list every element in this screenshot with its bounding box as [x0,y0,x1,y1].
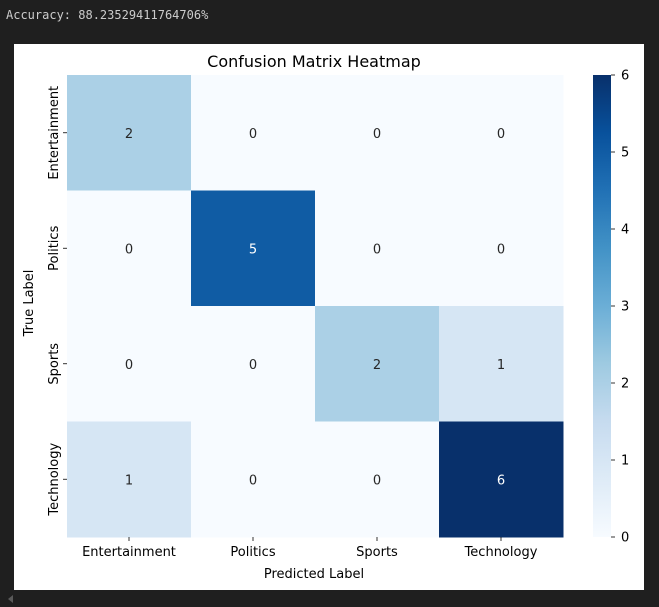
x-tick-label: Entertainment [82,545,176,560]
chart-title: Confusion Matrix Heatmap [207,52,421,71]
cell-annotation: 0 [373,473,381,488]
cell-annotation: 0 [249,358,257,373]
colorbar [593,75,611,537]
y-tick-label: Politics [47,225,62,270]
heatmap-cell [67,306,192,422]
heatmap-cell [439,75,564,191]
heatmap-cell [191,190,316,307]
cell-annotation: 0 [373,127,381,142]
heatmap-cell [191,75,316,191]
cell-annotation: 0 [497,242,505,257]
x-tick-label: Technology [464,545,538,560]
heatmap-cell [67,75,192,191]
heatmap-cell [191,306,316,422]
colorbar-tick-label: 2 [621,377,629,392]
x-axis: Entertainment Politics Sports Technology [82,537,538,560]
heatmap-cell [315,421,440,538]
colorbar-tick-label: 4 [621,223,629,238]
colorbar-axis: 0 1 2 3 4 5 6 [611,69,629,546]
cell-annotation: 5 [249,242,257,257]
cell-annotation: 1 [125,473,133,488]
cell-annotation: 0 [249,473,257,488]
heatmap-cell [67,190,192,307]
cell-annotation: 2 [125,127,133,142]
chevron-left-icon[interactable] [8,595,13,603]
heatmap-cell [67,421,192,538]
cell-annotation: 0 [125,242,133,257]
colorbar-tick-label: 0 [621,531,629,546]
y-tick-label: Technology [47,443,62,517]
y-axis-label: True Label [22,270,37,338]
cell-annotation: 6 [497,473,505,488]
cell-annotation: 0 [373,242,381,257]
x-axis-label: Predicted Label [264,567,364,582]
cell-annotation: 0 [497,127,505,142]
heatmap-cell [439,190,564,307]
horizontal-scrollbar[interactable] [0,592,659,607]
cell-annotation: 0 [249,127,257,142]
colorbar-tick-label: 1 [621,454,629,469]
y-tick-label: Entertainment [47,86,62,180]
heatmap-cell [439,421,564,538]
cell-annotation: 2 [373,358,381,373]
y-tick-label: Sports [47,343,62,385]
cell-annotation: 0 [125,358,133,373]
heatmap-cell [439,306,564,422]
heatmap-cell [315,75,440,191]
x-tick-label: Politics [230,545,275,560]
x-tick-label: Sports [356,545,398,560]
heatmap-cell [315,190,440,307]
heatmap-cells: 2 0 0 0 0 5 0 0 0 0 2 1 1 0 0 6 [67,75,564,538]
heatmap-cell [191,421,316,538]
y-axis: Entertainment Politics Sports Technology [47,86,67,517]
colorbar-tick-label: 6 [621,69,629,84]
colorbar-tick-label: 5 [621,146,629,161]
cell-annotation: 1 [497,358,505,373]
colorbar-tick-label: 3 [621,300,629,315]
accuracy-output: Accuracy: 88.23529411764706% [6,8,209,22]
heatmap-cell [315,306,440,422]
heatmap-svg: Confusion Matrix Heatmap 2 0 0 00 5 0 00 0 2 11 0 0… [22,52,629,582]
